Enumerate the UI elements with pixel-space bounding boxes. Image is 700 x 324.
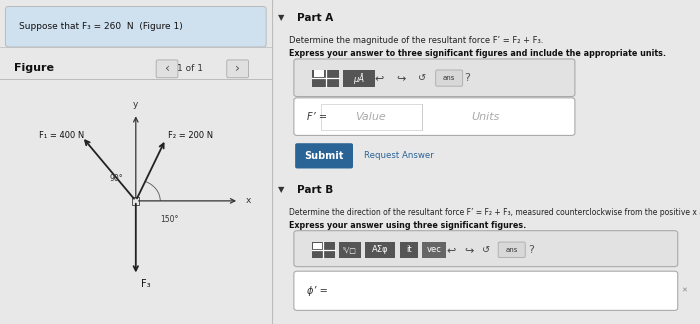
Text: ans: ans (505, 247, 518, 253)
Text: Request Answer: Request Answer (364, 151, 433, 160)
Bar (132, 197, 139, 205)
Text: Suppose that F₃ = 260  N  (Figure 1): Suppose that F₃ = 260 N (Figure 1) (19, 22, 183, 31)
Text: ↪: ↪ (396, 73, 406, 83)
FancyBboxPatch shape (339, 242, 361, 258)
FancyBboxPatch shape (312, 70, 339, 87)
Text: Express your answer to three significant figures and include the appropriate uni: Express your answer to three significant… (288, 49, 666, 58)
FancyBboxPatch shape (343, 70, 375, 87)
Text: ?: ? (528, 245, 533, 255)
Text: F₃: F₃ (141, 279, 151, 289)
Text: Units: Units (472, 112, 500, 122)
Text: Part B: Part B (298, 185, 334, 194)
Text: 1 of 1: 1 of 1 (177, 64, 203, 73)
Text: Submit: Submit (304, 151, 344, 161)
FancyBboxPatch shape (295, 143, 353, 168)
Text: x: x (246, 196, 251, 205)
Text: ↩: ↩ (447, 245, 456, 255)
Text: μÅ: μÅ (354, 73, 365, 84)
Bar (313, 243, 322, 249)
Text: ↺: ↺ (482, 245, 490, 255)
Text: 150°: 150° (160, 215, 178, 224)
Text: ‹: ‹ (164, 62, 169, 75)
Bar (321, 104, 421, 130)
Text: ↺: ↺ (419, 73, 426, 83)
Text: F’ =: F’ = (307, 112, 327, 122)
FancyBboxPatch shape (294, 98, 575, 135)
FancyBboxPatch shape (435, 70, 463, 86)
Text: y: y (133, 100, 139, 109)
Text: Value: Value (356, 112, 386, 122)
Text: Determine the direction of the resultant force F’ = F₂ + F₃, measured counterclo: Determine the direction of the resultant… (288, 208, 700, 217)
Text: ›: › (235, 62, 240, 75)
Text: ▼: ▼ (278, 185, 284, 194)
Text: Figure: Figure (13, 63, 54, 73)
FancyBboxPatch shape (312, 242, 335, 258)
FancyBboxPatch shape (498, 242, 525, 258)
FancyBboxPatch shape (227, 60, 248, 78)
Text: ✕: ✕ (680, 288, 687, 294)
FancyBboxPatch shape (6, 6, 266, 47)
Text: F₁ = 400 N: F₁ = 400 N (38, 131, 84, 140)
Bar (314, 70, 324, 77)
FancyBboxPatch shape (294, 271, 678, 310)
Text: vec: vec (426, 245, 441, 254)
Text: ϕ’ =: ϕ’ = (307, 286, 328, 295)
Text: ?: ? (464, 73, 470, 83)
Text: ↩: ↩ (375, 73, 384, 83)
Text: ans: ans (443, 75, 456, 81)
Text: ▼: ▼ (278, 13, 284, 22)
FancyBboxPatch shape (156, 60, 178, 78)
FancyBboxPatch shape (294, 231, 678, 267)
Text: it: it (406, 245, 412, 254)
Text: Determine the magnitude of the resultant force F’ = F₂ + F₃.: Determine the magnitude of the resultant… (288, 36, 543, 45)
Text: Part A: Part A (298, 13, 334, 23)
Text: AΣφ: AΣφ (372, 245, 389, 254)
FancyBboxPatch shape (294, 59, 575, 97)
FancyBboxPatch shape (365, 242, 396, 258)
Text: 90°: 90° (110, 174, 124, 183)
Text: ⁹√□: ⁹√□ (343, 246, 357, 253)
Text: ↪: ↪ (464, 245, 474, 255)
FancyBboxPatch shape (422, 242, 445, 258)
Text: F₂ = 200 N: F₂ = 200 N (169, 132, 214, 140)
FancyBboxPatch shape (400, 242, 418, 258)
Text: Express your answer using three significant figures.: Express your answer using three signific… (288, 221, 526, 230)
